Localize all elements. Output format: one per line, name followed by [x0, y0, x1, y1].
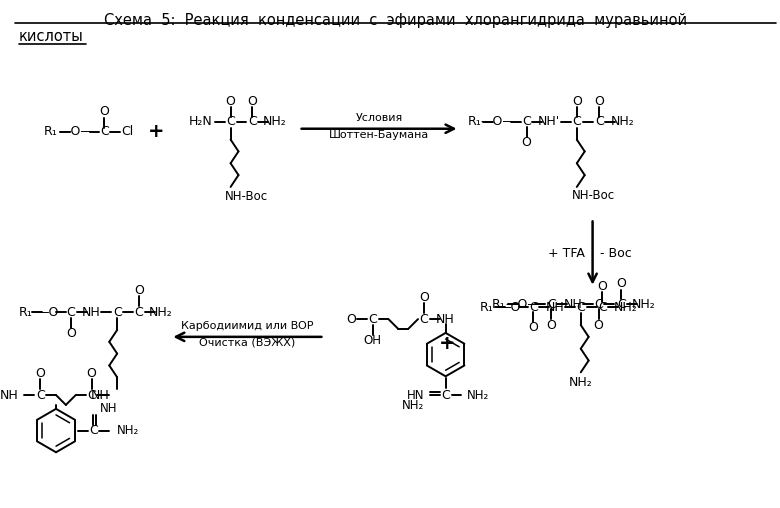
- Text: C: C: [36, 389, 44, 401]
- Text: C: C: [576, 301, 585, 314]
- Text: C: C: [248, 115, 257, 129]
- Text: NH₂: NH₂: [613, 301, 637, 314]
- Text: C: C: [529, 301, 537, 314]
- Text: C: C: [420, 312, 428, 326]
- Text: NH: NH: [563, 298, 582, 311]
- Text: NH: NH: [546, 301, 565, 314]
- Text: O: O: [529, 322, 538, 334]
- Text: - Boc: - Boc: [601, 246, 633, 260]
- Text: —O: —O: [36, 306, 58, 319]
- Text: NH-Boc: NH-Boc: [225, 190, 268, 203]
- Text: NH₂: NH₂: [632, 298, 656, 311]
- Text: O: O: [597, 280, 608, 293]
- Text: —O—: —O—: [505, 298, 540, 311]
- Text: NH': NH': [538, 115, 560, 129]
- Text: O: O: [99, 106, 109, 118]
- Text: R₁: R₁: [492, 298, 505, 311]
- Text: NH: NH: [436, 312, 455, 326]
- Text: O: O: [35, 367, 45, 380]
- Text: C: C: [617, 298, 626, 311]
- Text: O: O: [87, 367, 97, 380]
- Text: C: C: [87, 389, 96, 401]
- Text: C: C: [113, 306, 122, 319]
- Text: O: O: [594, 94, 604, 108]
- Text: O: O: [419, 291, 429, 304]
- Text: O: O: [346, 312, 356, 326]
- Text: O: O: [572, 94, 582, 108]
- Text: O: O: [225, 94, 236, 108]
- Text: NH₂: NH₂: [569, 376, 593, 389]
- Text: NH₂: NH₂: [117, 424, 140, 437]
- Text: Очистка (ВЭЖХ): Очистка (ВЭЖХ): [199, 338, 296, 348]
- Text: NH: NH: [90, 389, 109, 401]
- Text: NH: NH: [99, 402, 117, 416]
- Text: —O: —O: [498, 301, 521, 314]
- Text: Cl: Cl: [121, 125, 133, 138]
- Text: R₁: R₁: [19, 306, 32, 319]
- Text: NH₂: NH₂: [149, 306, 172, 319]
- Text: R₁: R₁: [480, 301, 494, 314]
- Text: кислоты: кислоты: [19, 29, 83, 44]
- Text: C: C: [368, 312, 377, 326]
- Text: + TFA: + TFA: [548, 246, 585, 260]
- Text: C: C: [66, 306, 75, 319]
- Text: O: O: [616, 277, 626, 290]
- Text: O: O: [134, 284, 144, 297]
- Text: NH₂: NH₂: [263, 115, 287, 129]
- Text: C: C: [598, 301, 607, 314]
- Text: OH: OH: [363, 334, 381, 347]
- Text: Шоттен-Баумана: Шоттен-Баумана: [329, 130, 429, 140]
- Text: O: O: [546, 319, 556, 332]
- Text: —O—: —O—: [480, 115, 516, 129]
- Text: C: C: [547, 298, 555, 311]
- Text: C: C: [134, 306, 144, 319]
- Text: —O—: —O—: [58, 125, 93, 138]
- Text: R₁: R₁: [467, 115, 481, 129]
- Text: C: C: [594, 298, 603, 311]
- Text: C: C: [595, 115, 604, 129]
- Text: C: C: [226, 115, 235, 129]
- Text: C: C: [100, 125, 108, 138]
- Text: C: C: [441, 389, 450, 401]
- Text: NH₂: NH₂: [402, 399, 424, 412]
- Text: C: C: [522, 115, 531, 129]
- Text: HN: HN: [406, 389, 424, 401]
- Text: O: O: [522, 136, 531, 149]
- Text: NH₂: NH₂: [467, 389, 490, 401]
- Text: O: O: [594, 319, 604, 332]
- Text: O: O: [247, 94, 257, 108]
- Text: R₁: R₁: [44, 125, 58, 138]
- Text: O: O: [66, 327, 76, 340]
- Text: Карбодиимид или BOP: Карбодиимид или BOP: [181, 321, 314, 331]
- Text: +: +: [439, 334, 456, 353]
- Text: C: C: [89, 424, 98, 437]
- Text: +: +: [148, 122, 165, 141]
- Text: C: C: [573, 115, 581, 129]
- Text: NH: NH: [0, 389, 19, 401]
- Text: Схема  5:  Реакция  конденсации  с  эфирами  хлорангидрида  муравьиной: Схема 5: Реакция конденсации с эфирами х…: [104, 13, 687, 28]
- Text: Условия: Условия: [356, 113, 402, 123]
- Text: NH-Boc: NH-Boc: [572, 189, 615, 202]
- Text: NH: NH: [82, 306, 101, 319]
- Text: H₂N: H₂N: [189, 115, 213, 129]
- Text: NH₂: NH₂: [610, 115, 634, 129]
